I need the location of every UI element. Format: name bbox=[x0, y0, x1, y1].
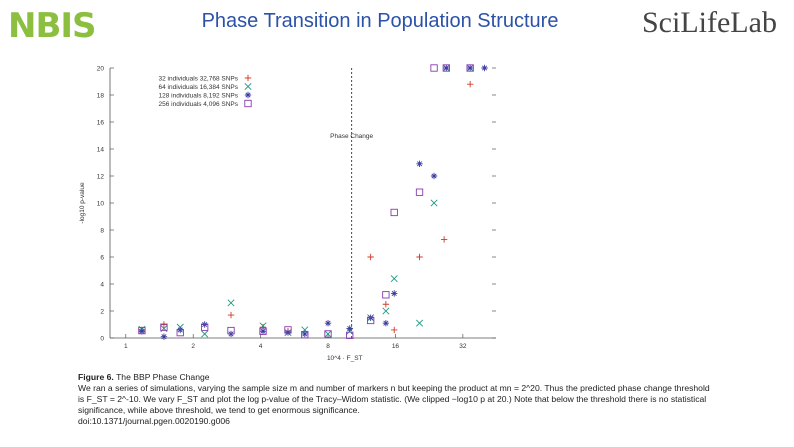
data-point-series-3 bbox=[391, 290, 398, 297]
data-point-series-1 bbox=[466, 81, 474, 88]
y-tick-label: 12 bbox=[97, 174, 105, 181]
data-point-series-4 bbox=[284, 326, 292, 334]
data-point-series-1 bbox=[391, 326, 398, 334]
data-point-series-1 bbox=[440, 236, 448, 243]
data-point-series-4 bbox=[201, 323, 209, 331]
data-point-series-1 bbox=[227, 311, 235, 319]
y-tick-label: 8 bbox=[100, 228, 104, 235]
data-point-series-4 bbox=[346, 331, 354, 339]
data-point-series-4 bbox=[366, 316, 375, 325]
data-point-series-4 bbox=[160, 323, 168, 331]
x-tick-label: 32 bbox=[459, 343, 467, 350]
legend-label: 256 individuals 4,096 SNPs bbox=[159, 101, 239, 108]
x-tick-label: 4 bbox=[259, 343, 263, 350]
y-tick-label: 20 bbox=[97, 66, 105, 73]
x-tick-label: 2 bbox=[191, 343, 195, 350]
data-point-series-4 bbox=[390, 208, 398, 217]
legend-marker bbox=[244, 82, 252, 91]
data-point-series-3 bbox=[430, 172, 438, 180]
y-tick-label: 0 bbox=[100, 336, 104, 343]
data-point-series-4 bbox=[227, 326, 235, 335]
legend-label: 32 individuals 32,768 SNPs bbox=[159, 76, 239, 83]
nbis-logo-text: NBIS bbox=[8, 6, 97, 46]
nbis-logo: NBIS bbox=[8, 6, 110, 46]
data-point-series-3 bbox=[382, 319, 390, 327]
data-point-series-2 bbox=[201, 330, 209, 338]
data-point-series-2 bbox=[324, 330, 332, 338]
slide-title: Phase Transition in Population Structure bbox=[201, 10, 559, 32]
data-point-series-3 bbox=[346, 325, 353, 332]
data-point-series-4 bbox=[430, 64, 438, 72]
data-point-series-4 bbox=[415, 188, 424, 196]
data-point-series-3 bbox=[443, 64, 450, 72]
data-point-series-3 bbox=[481, 64, 488, 72]
data-point-series-4 bbox=[324, 330, 332, 338]
legend-marker bbox=[244, 91, 252, 99]
x-axis-label: 10^4 · F_ST bbox=[327, 355, 363, 362]
legend-label: 128 individuals 8,192 SNPs bbox=[159, 93, 239, 100]
data-point-series-3 bbox=[177, 326, 184, 334]
data-point-series-1 bbox=[367, 253, 374, 261]
caption-text: We ran a series of simulations, varying … bbox=[78, 383, 710, 415]
figure-label: Figure 6. bbox=[78, 372, 114, 382]
scilifelab-logo: SciLifeLab bbox=[642, 6, 777, 40]
legend-label: 64 individuals 16,384 SNPs bbox=[159, 84, 239, 91]
data-point-series-3 bbox=[301, 330, 308, 338]
data-point-series-3 bbox=[284, 329, 292, 336]
figure-caption: Figure 6. The BBP Phase Change We ran a … bbox=[78, 372, 718, 427]
data-point-series-2 bbox=[390, 275, 398, 283]
data-point-series-3 bbox=[259, 328, 267, 335]
data-point-series-1 bbox=[382, 301, 390, 308]
y-tick-label: 18 bbox=[97, 93, 105, 100]
caption-doi: doi:10.1371/journal.pgen.0020190.g006 bbox=[78, 416, 230, 426]
data-point-series-2 bbox=[227, 299, 235, 307]
y-tick-label: 16 bbox=[97, 120, 105, 127]
data-point-series-3 bbox=[367, 314, 374, 321]
x-tick-label: 16 bbox=[392, 343, 400, 350]
y-tick-label: 6 bbox=[100, 255, 104, 262]
y-axis-label: -log10 p-value bbox=[79, 182, 86, 224]
figure-title: The BBP Phase Change bbox=[116, 372, 210, 382]
data-point-series-2 bbox=[430, 199, 438, 207]
x-tick-label: 8 bbox=[326, 343, 330, 350]
data-point-series-3 bbox=[416, 160, 423, 168]
data-point-series-4 bbox=[138, 326, 146, 335]
data-point-series-2 bbox=[416, 319, 424, 327]
y-tick-label: 4 bbox=[100, 282, 104, 289]
data-point-series-4 bbox=[442, 64, 450, 72]
data-point-series-4 bbox=[382, 291, 390, 299]
data-point-series-3 bbox=[160, 333, 168, 340]
data-point-series-3 bbox=[138, 328, 146, 335]
data-point-series-3 bbox=[201, 321, 208, 328]
data-point-series-1 bbox=[416, 253, 423, 261]
y-tick-label: 10 bbox=[97, 201, 105, 208]
data-point-series-3 bbox=[466, 64, 474, 72]
data-point-series-4 bbox=[176, 328, 184, 337]
phase-change-annotation: Phase Change bbox=[330, 133, 373, 140]
legend-marker bbox=[244, 99, 252, 108]
x-tick-label: 1 bbox=[124, 343, 128, 350]
scilifelab-logo-text: SciLifeLab bbox=[642, 6, 777, 39]
data-point-series-4 bbox=[466, 64, 474, 72]
data-point-series-1 bbox=[160, 321, 168, 328]
y-tick-label: 14 bbox=[97, 147, 105, 154]
y-tick-label: 2 bbox=[100, 309, 104, 316]
data-point-series-2 bbox=[382, 307, 390, 315]
data-point-series-4 bbox=[259, 327, 267, 335]
data-point-series-4 bbox=[301, 330, 309, 339]
legend-marker bbox=[244, 74, 252, 82]
data-point-series-3 bbox=[324, 319, 332, 327]
